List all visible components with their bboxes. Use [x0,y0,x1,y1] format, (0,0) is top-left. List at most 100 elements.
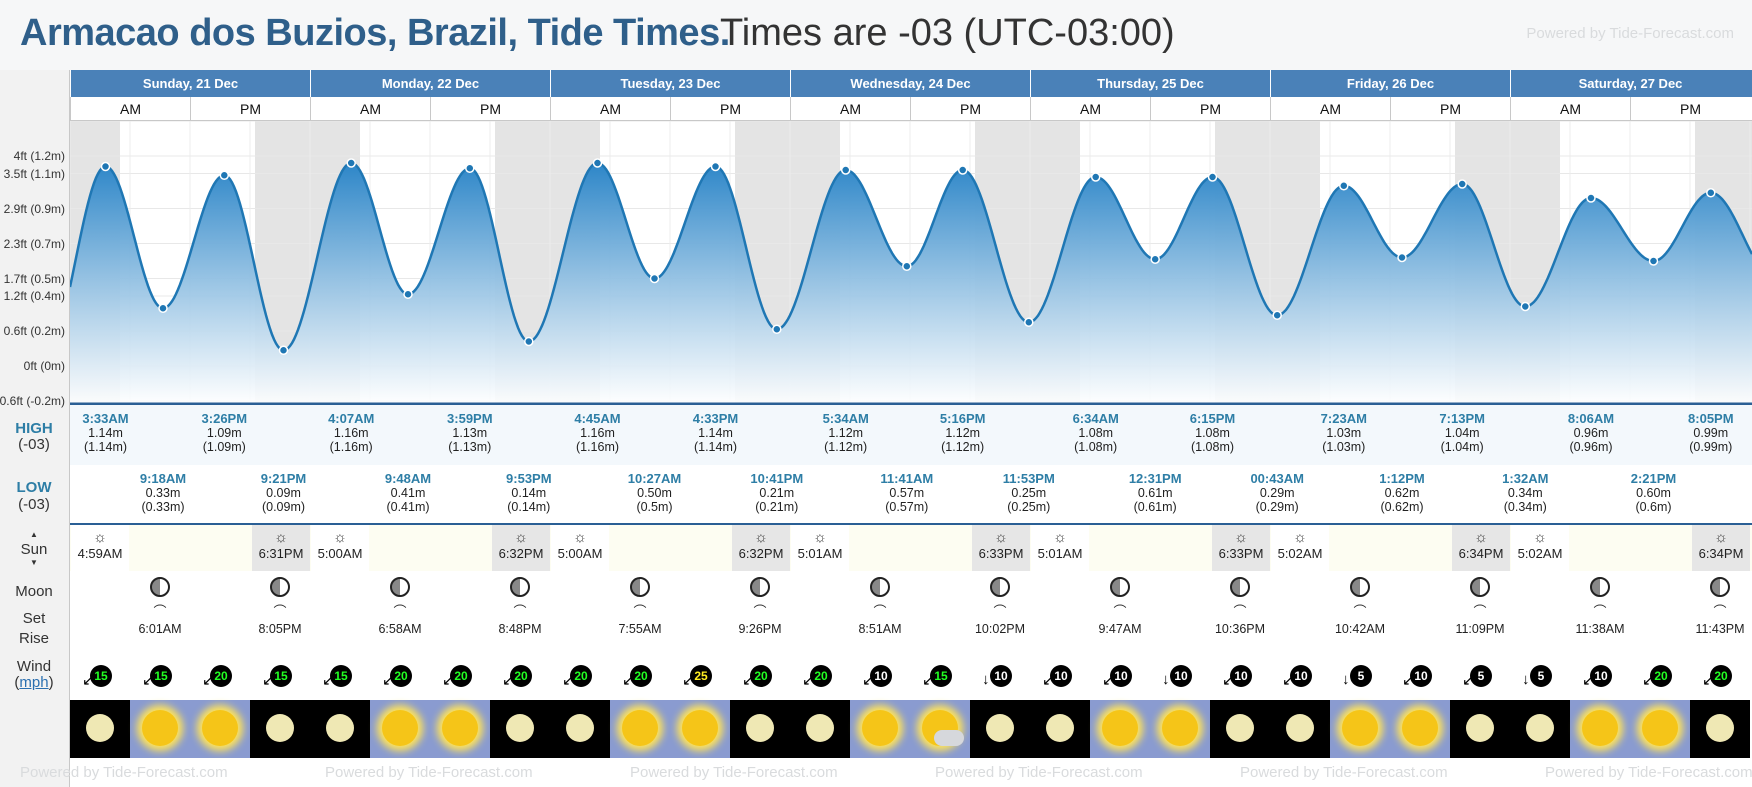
tide-point[interactable] [524,336,534,347]
tide-point[interactable] [710,161,721,172]
tide-point[interactable] [772,324,782,334]
moon-phase-icon [150,577,170,597]
low-tide-row: 9:18AM 0.33m (0.33m) 9:21PM 0.09m (0.09m) 9:48… [70,465,1752,525]
tide-point[interactable] [346,158,356,168]
high-tide-entry[interactable]: 8:05PM 0.99m (0.99m) [1681,412,1741,455]
high-tide-entry[interactable]: 5:16PM 1.12m (1.12m) [933,412,993,455]
sunset-icon: ☼ [994,529,1008,546]
tide-point[interactable] [1150,254,1160,264]
low-tide-entry[interactable]: 9:48AM 0.41m (0.41m) [378,472,438,515]
tide-point[interactable] [592,158,603,168]
tide-point[interactable] [1706,188,1716,198]
wind-unit-link[interactable]: mph [19,674,49,691]
sunset-time: 6:33PM [978,546,1024,561]
low-tide-height-alt: (0.25m) [1007,500,1051,514]
tide-point[interactable] [219,170,230,180]
powered-by-footer: Powered by Tide-Forecast.com [630,764,838,781]
low-tide-time: 11:53PM [1002,471,1055,486]
low-tide-entry[interactable]: 12:31PM 0.61m (0.61m) [1125,472,1185,515]
high-tide-entry[interactable]: 4:33PM 1.14m (1.14m) [686,412,746,455]
tide-point[interactable] [100,161,111,172]
tide-point[interactable] [158,303,168,313]
moon-phase-icon [1590,577,1610,597]
tide-point[interactable] [957,165,968,175]
wind-cell: ↙ 10 [1570,651,1630,700]
tide-point[interactable] [1648,256,1659,266]
sun-icon [382,710,418,746]
low-tide-entry[interactable]: 00:43AM 0.29m (0.29m) [1247,472,1307,515]
low-tide-entry[interactable]: 9:18AM 0.33m (0.33m) [133,472,193,515]
weather-cell [1570,700,1630,758]
weather-cell [1690,700,1750,758]
sunrise-time: 5:00AM [317,546,363,561]
day-header-3: Wednesday, 24 Dec [790,70,1030,97]
tide-point[interactable] [1457,179,1467,189]
wind-arrow-icon: ↓ [982,671,990,688]
sunrise-time: 4:59AM [77,546,123,561]
high-tide-entry[interactable]: 3:59PM 1.13m (1.13m) [440,412,500,455]
high-tide-entry[interactable]: 3:33AM 1.14m (1.14m) [76,412,136,455]
wind-cell: ↙ 20 [610,651,670,700]
low-tide-height-alt: (0.09m) [261,500,306,514]
low-tide-entry[interactable]: 2:21PM 0.60m (0.6m) [1624,472,1684,515]
tide-point[interactable] [902,261,912,271]
tide-point[interactable] [1520,301,1531,312]
wind-cell: ↓ 5 [1330,651,1390,700]
sun-down-arrow-icon[interactable]: ▼ [30,558,38,567]
moon-phase-icon [1110,577,1130,597]
high-tide-entry[interactable]: 4:07AM 1.16m (1.16m) [321,412,381,455]
high-tide-entry[interactable]: 8:06AM 0.96m (0.96m) [1561,412,1621,455]
tide-point[interactable] [465,163,475,173]
high-tide-height-alt: (1.08m) [1074,440,1118,454]
high-tide-entry[interactable]: 4:45AM 1.16m (1.16m) [568,412,628,455]
high-tide-entry[interactable]: 6:15PM 1.08m (1.08m) [1183,412,1243,455]
high-tide-entry[interactable]: 7:23AM 1.03m (1.03m) [1314,412,1374,455]
tide-point[interactable] [840,165,851,175]
tide-point[interactable] [278,345,289,355]
high-tide-entry[interactable]: 7:13PM 1.04m (1.04m) [1432,412,1492,455]
weather-cell [370,700,430,758]
low-tide-entry[interactable]: 9:21PM 0.09m (0.09m) [254,472,314,515]
low-tide-entry[interactable]: 1:12PM 0.62m (0.62m) [1372,472,1432,515]
low-tide-entry[interactable]: 11:41AM 0.57m (0.57m) [877,472,937,515]
weather-cell [130,700,190,758]
sun-up-arrow-icon[interactable]: ▲ [30,530,38,539]
powered-by-footer: Powered by Tide-Forecast.com [325,764,533,781]
wind-speed-badge: 20 [1710,665,1732,687]
tide-point[interactable] [1090,172,1101,182]
low-tide-entry[interactable]: 1:32AM 0.34m (0.34m) [1495,472,1555,515]
y-axis-tick-label: 3.5ft (1.1m) [3,166,65,181]
day-header-6: Saturday, 27 Dec [1510,70,1750,97]
high-tide-entry[interactable]: 6:34AM 1.08m (1.08m) [1066,412,1126,455]
tide-point[interactable] [1397,252,1407,263]
sunset-cell: ☼ 6:32PM [732,525,790,571]
moonset-horizon-icon: ⌒ [1473,604,1487,619]
sunrise-icon: ☼ [1533,529,1547,546]
wind-label: Wind [16,658,52,675]
tide-point[interactable] [1272,310,1282,320]
ampm-row: AM PM AM PM AM PM AM PM AM PM AM PM AM PM [70,97,1752,121]
tide-point[interactable] [649,273,660,284]
high-tide-entry[interactable]: 3:26PM 1.09m (1.09m) [194,412,254,455]
high-tide-height: 1.03m [1326,426,1362,440]
low-tide-entry[interactable]: 10:27AM 0.50m (0.5m) [625,472,685,515]
tide-point[interactable] [403,289,413,299]
moonset-time: 11:09PM [1455,622,1505,636]
high-tide-entry[interactable]: 5:34AM 1.12m (1.12m) [816,412,876,455]
tide-point[interactable] [1207,172,1218,182]
low-tide-height: 0.61m [1137,486,1173,500]
low-tide-entry[interactable]: 10:41PM 0.21m (0.21m) [747,472,807,515]
day-header-2: Tuesday, 23 Dec [550,70,790,97]
weather-cell [1210,700,1270,758]
wind-speed-badge: 20 [570,665,592,687]
low-tide-entry[interactable]: 9:53PM 0.14m (0.14m) [499,472,559,515]
high-tide-height-alt: (1.08m) [1190,440,1235,454]
tide-point[interactable] [1339,181,1349,191]
tide-point[interactable] [1586,193,1596,203]
sun-icon [862,710,898,746]
low-tide-entry[interactable]: 11:53PM 0.25m (0.25m) [999,471,1059,515]
tide-point[interactable] [1024,317,1034,327]
wind-cell: ↓ 10 [1150,651,1210,700]
sunrise-icon: ☼ [1293,529,1307,546]
y-axis-tick-label: -0.6ft (-0.2m) [0,394,65,408]
